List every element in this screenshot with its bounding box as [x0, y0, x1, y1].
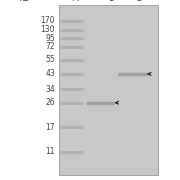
Text: 1: 1: [108, 0, 113, 3]
Text: M: M: [71, 0, 78, 3]
Text: 55: 55: [45, 55, 55, 64]
Bar: [59, 5, 158, 175]
Text: 43: 43: [45, 69, 55, 78]
Text: 26: 26: [45, 98, 55, 107]
Text: 17: 17: [45, 123, 55, 132]
Text: 130: 130: [40, 25, 55, 34]
Text: 11: 11: [45, 147, 55, 156]
Text: 34: 34: [45, 85, 55, 94]
Text: 170: 170: [40, 16, 55, 25]
Text: 2: 2: [137, 0, 142, 3]
Text: 72: 72: [45, 42, 55, 51]
Text: kD: kD: [19, 0, 31, 3]
Text: 95: 95: [45, 34, 55, 43]
